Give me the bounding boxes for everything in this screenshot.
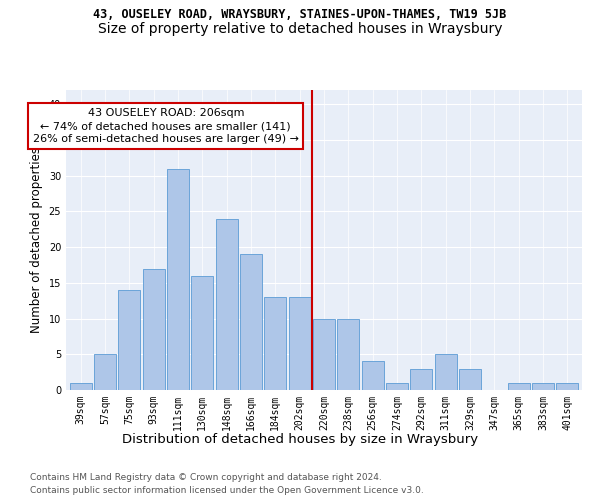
Bar (556, 383, 578, 390)
Bar (362, 362, 383, 390)
Text: Contains public sector information licensed under the Open Government Licence v3: Contains public sector information licen… (30, 486, 424, 495)
Bar (94, 354, 116, 390)
Bar (508, 383, 530, 390)
Bar (191, 276, 213, 390)
Text: Size of property relative to detached houses in Wraysbury: Size of property relative to detached ho… (98, 22, 502, 36)
Bar (70, 383, 92, 390)
Bar (459, 368, 481, 390)
Text: Distribution of detached houses by size in Wraysbury: Distribution of detached houses by size … (122, 432, 478, 446)
Bar (240, 254, 262, 390)
Bar (386, 383, 408, 390)
Bar (532, 383, 554, 390)
Y-axis label: Number of detached properties: Number of detached properties (30, 147, 43, 333)
Bar (313, 318, 335, 390)
Bar (143, 268, 164, 390)
Bar (118, 290, 140, 390)
Text: 43, OUSELEY ROAD, WRAYSBURY, STAINES-UPON-THAMES, TW19 5JB: 43, OUSELEY ROAD, WRAYSBURY, STAINES-UPO… (94, 8, 506, 20)
Bar (337, 318, 359, 390)
Bar (435, 354, 457, 390)
Bar (410, 368, 433, 390)
Text: 43 OUSELEY ROAD: 206sqm
← 74% of detached houses are smaller (141)
26% of semi-d: 43 OUSELEY ROAD: 206sqm ← 74% of detache… (33, 108, 299, 144)
Bar (167, 168, 189, 390)
Bar (265, 297, 286, 390)
Bar (215, 218, 238, 390)
Bar (289, 297, 311, 390)
Text: Contains HM Land Registry data © Crown copyright and database right 2024.: Contains HM Land Registry data © Crown c… (30, 472, 382, 482)
